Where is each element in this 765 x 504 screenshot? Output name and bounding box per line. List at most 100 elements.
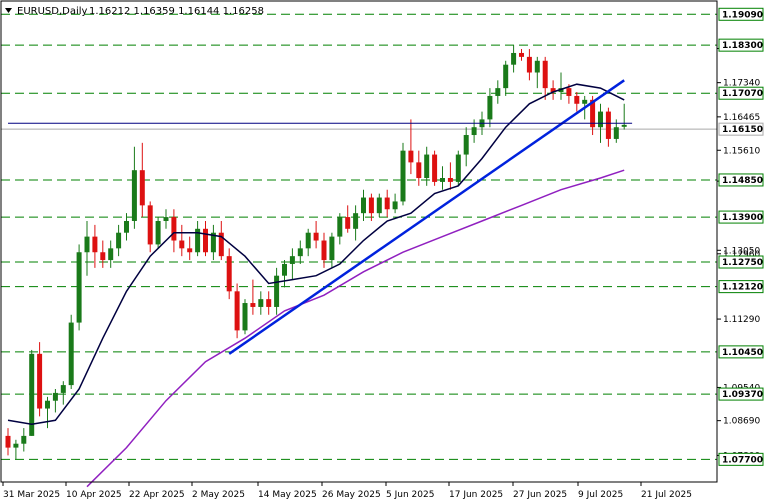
level-lines	[1, 13, 717, 460]
bear-candle	[526, 56, 532, 73]
level-price-box	[718, 86, 764, 100]
bear-candle	[147, 205, 153, 245]
x-tick-label: 22 Apr 2025	[129, 490, 185, 500]
x-tick-label: 9 Jul 2025	[578, 490, 623, 500]
bull-candle	[424, 154, 430, 179]
bull-candle	[463, 135, 469, 155]
symbol-dropdown-icon[interactable]	[5, 8, 12, 13]
level-price-label: 1.07700	[722, 455, 763, 465]
trendlines	[8, 79, 633, 355]
x-tick-label: 14 May 2025	[258, 490, 317, 500]
bull-candle	[376, 197, 382, 214]
bull-candle	[297, 248, 303, 257]
x-tick-label: 26 May 2025	[322, 490, 381, 500]
bear-candle	[203, 228, 208, 253]
bull-candle	[76, 252, 82, 323]
bear-candle	[37, 353, 43, 409]
level-price-label: 1.12750	[722, 258, 763, 268]
moving-averages	[7, 83, 625, 488]
x-tick-label: 31 Mar 2025	[3, 490, 60, 500]
bull-candle	[487, 95, 493, 120]
bear-candle	[171, 217, 177, 241]
bear-candle	[139, 170, 145, 206]
bull-candle	[21, 435, 27, 444]
y-tick-label: 1.11290	[723, 315, 760, 325]
bull-candle	[289, 256, 295, 264]
x-axis-labels: 31 Mar 2025 10 Apr 2025 22 Apr 2025 2 May 2…	[2, 482, 692, 500]
bull-candle	[155, 220, 161, 245]
bull-candle	[329, 236, 335, 261]
bull-candle	[13, 443, 19, 448]
bear-candle	[447, 178, 453, 182]
y-tick-label: 1.12960	[723, 250, 760, 260]
bull-candle	[242, 303, 248, 331]
bear-candle	[519, 52, 524, 57]
bull-candle	[392, 201, 398, 210]
bull-candle	[84, 236, 90, 253]
bull-candle	[163, 217, 169, 221]
bear-candle	[432, 154, 438, 182]
candles	[5, 45, 627, 460]
y-tick-label: 1.08690	[723, 417, 760, 427]
bear-candle	[574, 95, 580, 104]
level-price-box	[718, 280, 764, 294]
x-tick-label: 27 Jun 2025	[513, 490, 567, 500]
bull-candle	[455, 154, 461, 182]
bull-candle	[29, 353, 35, 436]
x-tick-label: 5 Jun 2025	[386, 490, 434, 500]
level-price-box	[718, 173, 764, 187]
bear-candle	[92, 236, 98, 253]
bull-candle	[598, 111, 603, 128]
x-tick-label: 2 May 2025	[192, 490, 245, 500]
bull-candle	[45, 400, 50, 409]
bull-candle	[282, 263, 287, 276]
bull-candle	[471, 127, 477, 136]
bear-candle	[313, 232, 319, 241]
chart-title: EURUSD,Daily	[17, 6, 88, 17]
bear-candle	[408, 150, 414, 163]
bear-candle	[234, 291, 240, 331]
bull-candle	[258, 299, 264, 307]
bear-candle	[226, 256, 232, 292]
bear-candle	[179, 240, 185, 249]
bear-candle	[345, 217, 351, 229]
trendline-rising	[228, 79, 625, 355]
bull-candle	[400, 150, 406, 202]
bull-candle	[511, 52, 517, 65]
bull-candle	[361, 197, 366, 214]
level-price-box	[718, 387, 764, 401]
x-tick-label: 21 Jul 2025	[641, 490, 692, 500]
bear-candle	[542, 60, 548, 89]
level-price-label: 1.13900	[722, 213, 763, 223]
level-price-label: 1.09370	[722, 390, 763, 400]
y-tick-label: 1.16465	[723, 113, 760, 123]
level-price-box	[718, 7, 764, 21]
bear-candle	[416, 162, 422, 179]
level-price-box	[718, 345, 764, 359]
bear-candle	[187, 248, 193, 253]
bull-candle	[582, 99, 588, 104]
bull-candle	[503, 64, 509, 89]
bull-candle	[52, 392, 58, 401]
level-price-label: 1.19090	[722, 10, 763, 20]
last-price-box	[718, 122, 764, 136]
bull-candle	[108, 248, 114, 261]
bull-candle	[353, 213, 359, 229]
level-price-label: 1.10450	[722, 348, 763, 358]
bull-candle	[116, 232, 122, 249]
x-tick-label: 10 Apr 2025	[66, 490, 122, 500]
bull-candle	[274, 275, 280, 307]
level-price-boxes: 1.19090 1.18300 1.17070 1.16150 1.14850 1.139…	[718, 7, 764, 466]
ohlc-values: 1.16212 1.16359 1.16144 1.16258	[89, 6, 264, 17]
bull-candle	[68, 322, 74, 386]
bull-candle	[60, 385, 66, 393]
level-price-label: 1.12120	[722, 283, 763, 293]
bear-candle	[250, 303, 256, 307]
bull-candle	[440, 178, 445, 182]
plot-border	[0, 0, 718, 483]
level-price-label: 1.18300	[722, 41, 763, 51]
bear-candle	[100, 252, 106, 261]
bear-candle	[550, 88, 556, 93]
